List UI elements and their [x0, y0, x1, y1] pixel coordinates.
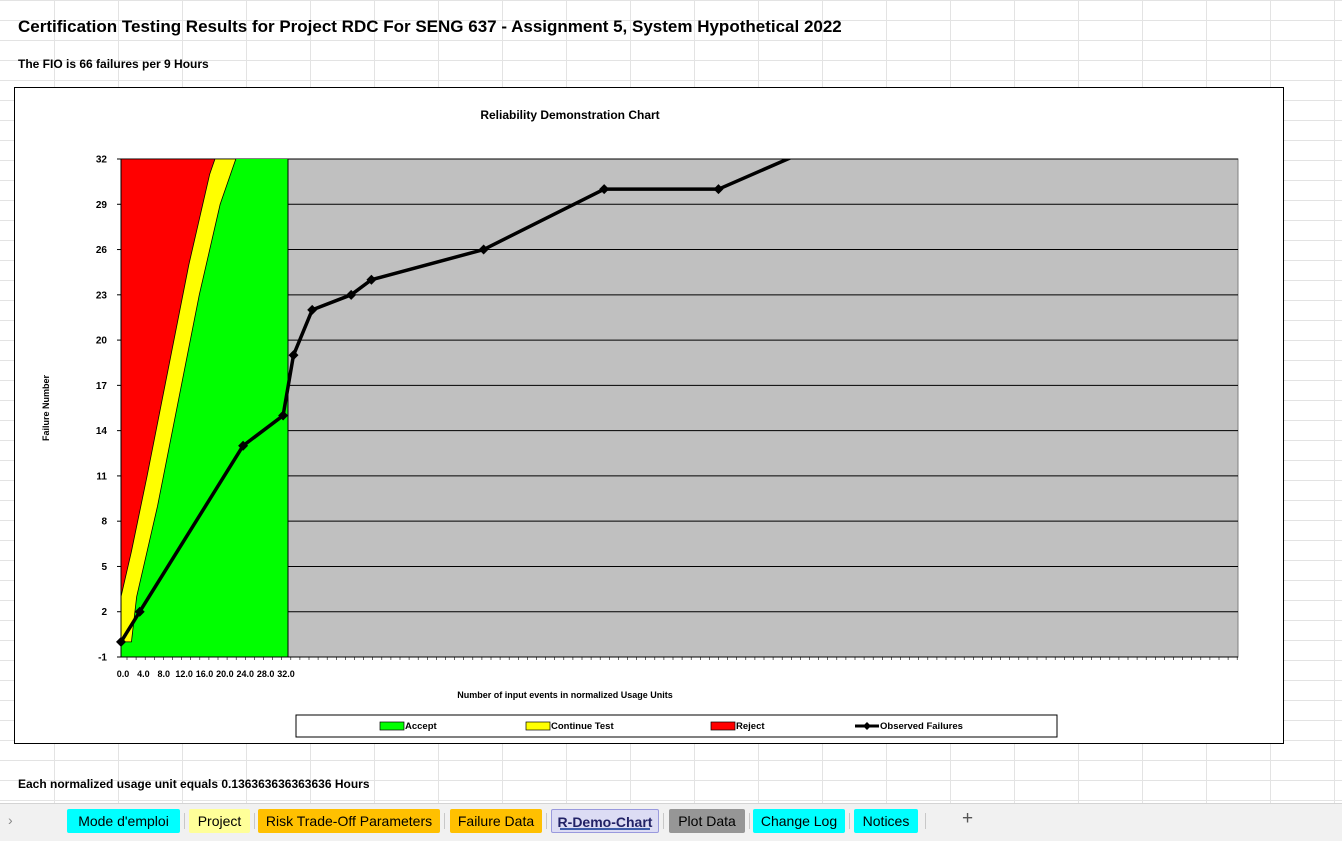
x-tick-label: 16.0 — [196, 669, 214, 679]
sheet-tab-project[interactable]: Project — [189, 809, 250, 833]
sheet-tab-bar: › Mode d'emploi Project Risk Trade-Off Par… — [0, 803, 1342, 841]
legend-swatch — [710, 721, 736, 731]
reliability-chart: Reliability Demonstration Chart 32292623… — [41, 108, 1239, 738]
sheet-tab-label: Mode d'emploi — [78, 813, 169, 829]
observed-failure-point — [346, 289, 357, 300]
y-tick-label: 17 — [96, 381, 108, 392]
tab-separator — [663, 813, 664, 829]
observed-failure-point — [288, 350, 299, 361]
x-tick-label: 4.0 — [137, 669, 150, 679]
x-tick-label: 32.0 — [277, 669, 295, 679]
x-tick-label: 20.0 — [216, 669, 234, 679]
chart-object[interactable]: Reliability Demonstration Chart 32 29 26 23… — [14, 87, 1284, 744]
sheet-tab-plot-data[interactable]: Plot Data — [669, 809, 745, 833]
tab-scroll-right-icon[interactable]: › — [8, 812, 13, 828]
y-tick-label: 8 — [101, 517, 107, 528]
active-tab-underline — [560, 828, 650, 830]
add-sheet-icon[interactable]: + — [962, 808, 974, 829]
sheet-tab-label: Notices — [862, 813, 910, 829]
sheet-tab-change-log[interactable]: Change Log — [753, 809, 845, 833]
legend-swatch — [379, 721, 405, 731]
observed-failure-point — [366, 274, 377, 285]
sheet-tab-failure-data[interactable]: Failure Data — [450, 809, 542, 833]
y-tick-label: 11 — [96, 471, 107, 482]
chart-legend: Accept Continue Test Reject Observed Failur… — [295, 714, 1058, 738]
sheet-tab-risk-trade-off-parameters[interactable]: Risk Trade-Off Parameters — [258, 809, 440, 833]
legend-label: Observed Failures — [880, 721, 963, 732]
x-tick-label: 8.0 — [157, 669, 170, 679]
sheet-tab-r-demo-chart[interactable]: R-Demo-Chart — [551, 809, 659, 833]
observed-failure-point — [599, 184, 610, 195]
sheet-tab-label: Risk Trade-Off Parameters — [265, 813, 433, 829]
tab-separator — [184, 813, 185, 829]
observed-failure-point — [116, 636, 126, 647]
observed-failure-point — [134, 606, 145, 617]
sheet-tab-label: Project — [197, 813, 242, 829]
sheet-tab-label: Change Log — [760, 813, 838, 829]
legend-swatch — [525, 721, 551, 731]
tab-separator — [546, 813, 547, 829]
y-axis-label: Failure Number — [41, 374, 51, 441]
sheet-tab-notices[interactable]: Notices — [854, 809, 918, 833]
tab-separator — [849, 813, 850, 829]
tab-separator — [444, 813, 445, 829]
legend-marker — [863, 722, 871, 730]
sheet-tab-mode-d-emploi[interactable]: Mode d'emploi — [67, 809, 180, 833]
usage-unit-note: Each normalized usage unit equals 0.1363… — [18, 777, 370, 791]
observed-failure-point — [278, 410, 289, 421]
sheet-title: Certification Testing Results for Projec… — [18, 17, 842, 36]
sheet-tab-label: Plot Data — [678, 813, 736, 829]
x-tick-label: 12.0 — [175, 669, 193, 679]
observed-failure-point — [713, 184, 724, 195]
observed-failure-point — [238, 440, 249, 451]
x-tick-label: 28.0 — [257, 669, 275, 679]
y-tick-label: 26 — [96, 245, 108, 256]
x-axis-label: Number of input events in normalized Usa… — [457, 690, 673, 700]
chart-title: Reliability Demonstration Chart — [480, 108, 659, 122]
y-tick-label: 32 — [96, 155, 108, 166]
legend-box — [295, 714, 1058, 738]
y-tick-label: -1 — [98, 653, 107, 664]
legend-label: Continue Test — [551, 721, 614, 732]
fio-text: The FIO is 66 failures per 9 Hours — [18, 57, 209, 71]
tab-separator — [925, 813, 926, 829]
y-tick-label: 14 — [96, 426, 108, 437]
legend-label: Accept — [405, 721, 438, 732]
y-tick-label: 2 — [101, 607, 107, 618]
plot-area — [120, 158, 1239, 658]
observed-failure-point — [307, 304, 318, 315]
x-tick-label: 24.0 — [236, 669, 254, 679]
sheet-tab-label: Failure Data — [457, 813, 535, 829]
y-tick-label: 29 — [96, 200, 108, 211]
observed-failure-point — [478, 244, 489, 255]
x-tick-label: 0.0 — [117, 669, 130, 679]
tab-separator — [749, 813, 750, 829]
reject-region — [120, 158, 216, 597]
y-tick-label: 20 — [96, 336, 108, 347]
sheet-tab-label: R-Demo-Chart — [557, 814, 653, 830]
y-tick-label: 23 — [96, 290, 108, 301]
y-tick-label: 5 — [101, 562, 107, 573]
legend-label: Reject — [736, 721, 765, 732]
observed-failures-line — [121, 159, 793, 643]
tab-separator — [254, 813, 255, 829]
